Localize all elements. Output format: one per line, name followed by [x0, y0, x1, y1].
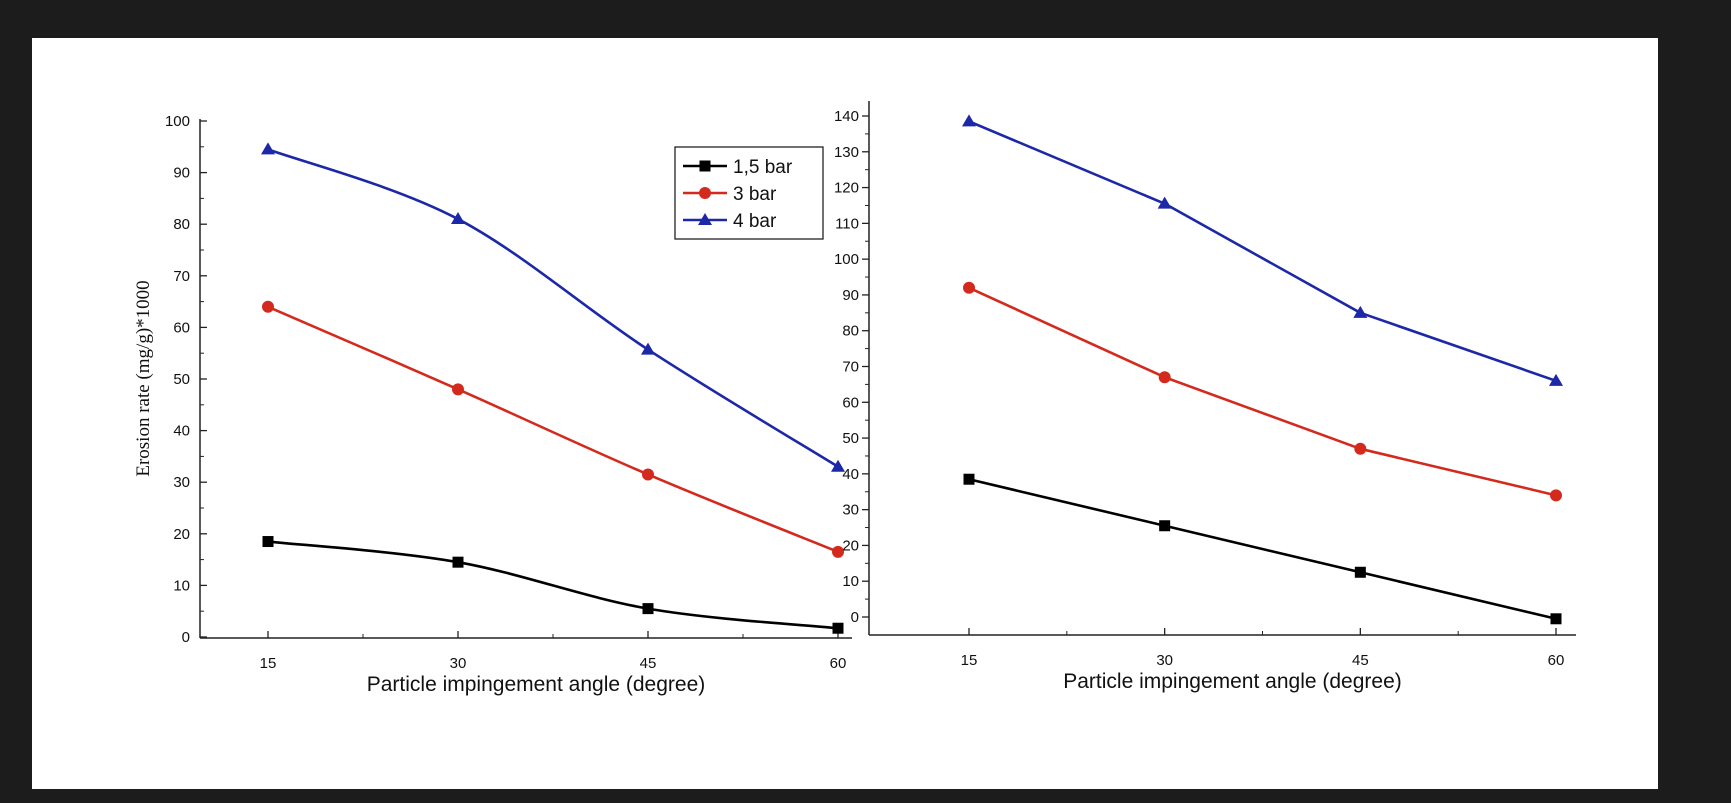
data-point: [963, 281, 975, 294]
chart-1: 0 10 20 30 40 50 60 70 80 90 100 15 30 45 60 Particle i…: [133, 113, 852, 696]
y-tick-label: 30: [842, 502, 859, 519]
x-tick-label: 30: [450, 655, 467, 672]
y-tick-label: 40: [842, 466, 859, 483]
y-tick-label: 20: [842, 537, 859, 554]
y-tick-label: 100: [834, 251, 859, 268]
data-point: [642, 468, 654, 481]
x-tick-label: 30: [1156, 652, 1173, 669]
y-tick-label: 90: [842, 287, 859, 304]
data-point: [832, 622, 844, 634]
y-tick-label: 90: [173, 165, 190, 182]
y-tick-label: 110: [835, 215, 859, 232]
series-line: [968, 477, 1557, 621]
data-point: [832, 545, 844, 558]
data-point: [1550, 613, 1562, 625]
y-tick-label: 60: [173, 319, 190, 336]
x-tick-label: 15: [260, 655, 277, 672]
data-point: [452, 383, 464, 396]
x-axis-title: Particle impingement angle (degree): [367, 673, 706, 696]
y-tick-label: 10: [842, 573, 859, 590]
x-tick-label: 45: [1352, 652, 1369, 669]
series-2: [262, 300, 844, 558]
y-tick-label: 60: [842, 394, 859, 411]
data-point: [451, 212, 465, 225]
y-tick-label: 80: [842, 323, 859, 340]
y-tick-label: 120: [834, 180, 859, 197]
y-tick-label: 20: [173, 526, 190, 543]
data-point: [1158, 371, 1171, 384]
legend-swatch-marker: [698, 213, 712, 225]
series-line: [968, 120, 1557, 383]
series-line: [968, 286, 1557, 497]
y-tick-label: 80: [173, 216, 190, 233]
y-tick-label: 50: [842, 430, 859, 447]
data-point: [452, 556, 464, 568]
series-3: [962, 114, 1563, 386]
legend-swatch-marker: [699, 160, 711, 172]
y-axis-title: Erosion rate (mg/g)*1000: [133, 280, 154, 476]
chart-2: 0 10 20 30 40 50 60 70 80 90 100 110 120 130 140 15 30 45…: [834, 101, 1576, 693]
y-tick-label: 30: [173, 474, 190, 491]
legend-label: 3 bar: [733, 184, 777, 205]
y-tick-label: 130: [834, 144, 859, 161]
data-point: [641, 342, 655, 355]
data-point: [1354, 442, 1367, 455]
data-point: [1159, 520, 1171, 532]
series-line: [267, 305, 839, 554]
data-point: [1549, 373, 1563, 386]
data-point: [831, 459, 845, 472]
x-axis-title: Particle impingement angle (degree): [1063, 670, 1402, 693]
legend: 1,5 bar 3 bar 4 bar: [674, 146, 824, 240]
y-tick-label: 100: [165, 113, 190, 130]
series-1: [262, 536, 844, 634]
data-point: [1353, 305, 1368, 318]
data-point: [1550, 489, 1562, 502]
y-tick-label: 40: [173, 423, 190, 440]
series-2: [963, 281, 1562, 502]
data-point: [261, 142, 275, 155]
legend-label: 1,5 bar: [733, 157, 793, 178]
y-tick-label: 0: [182, 629, 190, 646]
series-line: [267, 540, 839, 630]
y-tick-label: 50: [173, 371, 190, 388]
y-tick-label: 10: [173, 577, 190, 594]
x-tick-label: 60: [1548, 652, 1565, 669]
data-point: [963, 473, 975, 485]
data-point: [262, 300, 274, 313]
y-tick-label: 0: [851, 609, 859, 626]
x-tick-label: 60: [830, 655, 847, 672]
data-point: [1157, 196, 1172, 209]
y-tick-label: 70: [173, 268, 190, 285]
data-point: [642, 603, 654, 615]
y-tick-label: 70: [842, 359, 859, 376]
y-tick-label: 140: [834, 108, 859, 125]
series-3: [261, 142, 845, 472]
figure-panel: 0 10 20 30 40 50 60 70 80 90 100 15 30 45 60 Particle i…: [32, 38, 1658, 789]
x-tick-label: 15: [961, 652, 978, 669]
series-1: [963, 473, 1562, 625]
data-point: [1354, 566, 1366, 578]
legend-swatch-marker: [699, 187, 711, 199]
series-line: [267, 148, 839, 468]
legend-label: 4 bar: [733, 211, 777, 232]
data-point: [962, 114, 976, 127]
data-point: [262, 536, 274, 548]
x-tick-label: 45: [640, 655, 657, 672]
